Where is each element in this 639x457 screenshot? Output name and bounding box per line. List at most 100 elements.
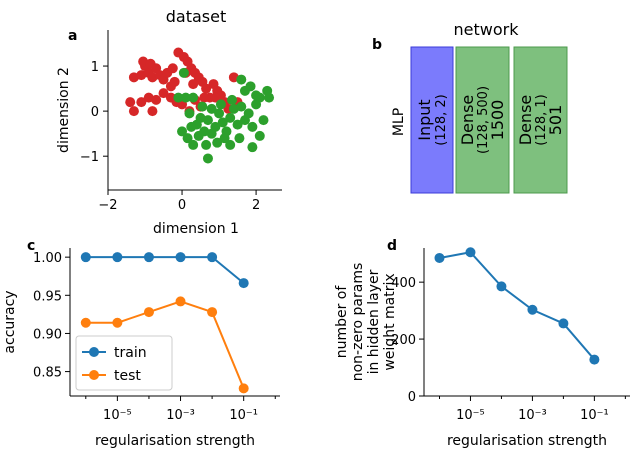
layer-dense-1-name: Dense — [458, 95, 477, 145]
series-point-test — [143, 307, 154, 318]
legend-test-marker — [89, 370, 99, 380]
scatter-point — [247, 121, 258, 132]
scatter-point — [173, 92, 184, 103]
scatter-point — [225, 112, 236, 123]
scatter-point — [177, 126, 188, 137]
y-tick-label: −1 — [80, 150, 99, 165]
panel-d-x-ticks: 10⁻⁵ 10⁻³ 10⁻¹ — [438, 396, 626, 423]
scatter-point — [232, 119, 243, 130]
panel-d-ylabel-line-1: number of — [334, 285, 350, 359]
scatter-point — [247, 142, 258, 153]
scatter-point — [245, 81, 256, 92]
scatter-point — [167, 63, 178, 74]
y-tick-label: 1.00 — [33, 251, 62, 266]
layer-input-name: Input — [415, 99, 434, 140]
layer-dense-1: Dense (128, 500) 1500 — [455, 46, 510, 194]
series-line-train — [85, 256, 245, 284]
scatter-point — [206, 103, 217, 114]
series-point-train — [143, 252, 154, 263]
layer-dense-2-params: 501 — [546, 105, 565, 136]
scatter-point — [262, 85, 273, 96]
series-point-non-zero-params — [434, 252, 445, 263]
y-tick-label: 0.85 — [33, 366, 62, 381]
legend-box — [75, 335, 173, 391]
series-line-non-zero-params — [439, 251, 596, 361]
panel-c-ylabel: accuracy — [2, 290, 18, 353]
series-point-non-zero-params — [465, 247, 476, 258]
scatter-point — [145, 58, 156, 69]
panel-c-y-ticks: 0.85 0.90 0.95 1.00 — [33, 251, 70, 381]
layer-dense-2: Dense (128, 1) 501 — [513, 46, 568, 194]
scatter-point — [258, 115, 269, 126]
y-tick-label: 1 — [91, 60, 99, 75]
x-tick-label: 0 — [178, 198, 186, 213]
x-tick-label: 10⁻¹ — [580, 408, 609, 423]
y-tick-label: 0.90 — [33, 327, 62, 342]
series-point-train — [112, 252, 123, 263]
scatter-point — [147, 106, 158, 117]
series-point-train — [238, 278, 249, 289]
y-tick-label: 0 — [91, 105, 99, 120]
scatter-point — [178, 67, 189, 78]
x-tick-label: 10⁻³ — [166, 408, 195, 423]
panel-c: c 10⁻⁵ 10⁻³ 10⁻¹ 0.85 0.90 0.95 1.00 regulari… — [2, 238, 280, 449]
series-point-test — [80, 317, 91, 328]
panel-a-xlabel: dimension 1 — [153, 221, 239, 237]
scatter-point — [225, 139, 236, 150]
series-point-test — [112, 317, 123, 328]
scatter-point — [215, 99, 226, 110]
y-tick-label: 200 — [391, 333, 416, 348]
scatter-point — [219, 133, 230, 144]
scatter-point — [251, 90, 262, 101]
legend-train-marker — [89, 347, 99, 357]
scatter-point — [236, 74, 247, 85]
scatter-point — [158, 88, 169, 99]
panel-c-xlabel: regularisation strength — [95, 433, 255, 449]
layer-dense-1-params: 1500 — [488, 100, 507, 141]
layer-dense-2-name: Dense — [516, 95, 535, 145]
panel-a-ylabel: dimension 2 — [56, 67, 72, 153]
scatter-point — [217, 117, 228, 128]
panel-d-ylabel: number of non-zero params in hidden laye… — [334, 263, 398, 382]
panel-letter-a: a — [68, 28, 77, 44]
series-point-non-zero-params — [496, 281, 507, 292]
scatter-point — [151, 94, 162, 105]
panel-d-y-ticks: 0 200 400 — [391, 276, 424, 405]
x-tick-label: −2 — [98, 198, 117, 213]
x-tick-label: 10⁻⁵ — [456, 408, 485, 423]
panel-letter-b: b — [372, 37, 382, 53]
scatter-point — [254, 130, 265, 141]
scatter-point — [202, 153, 213, 164]
panel-letter-c: c — [27, 238, 35, 254]
network-side-label: MLP — [391, 108, 407, 136]
scatter-point — [234, 133, 245, 144]
panel-c-x-ticks: 10⁻⁵ 10⁻³ 10⁻¹ — [85, 396, 276, 423]
panel-a-title: dataset — [166, 7, 227, 26]
layer-dense-2-box — [513, 46, 568, 194]
series-point-test — [175, 296, 186, 307]
scatter-point — [125, 97, 136, 108]
series-point-train — [207, 252, 218, 263]
series-line-test — [85, 300, 245, 389]
panel-a-y-ticks: −1 0 1 — [80, 60, 108, 165]
scatter-point — [236, 101, 247, 112]
panel-c-lines — [80, 252, 249, 394]
y-tick-label: 0.95 — [33, 289, 62, 304]
legend-train-label: train — [114, 345, 147, 361]
layer-dense-2-shape: (128, 1) — [534, 94, 549, 146]
scatter-point — [201, 83, 212, 94]
scatter-point — [186, 121, 197, 132]
scatter-point — [180, 92, 191, 103]
panel-b: b network MLP Input (128, 2) Dense (128,… — [372, 20, 568, 194]
scatter-point — [201, 139, 212, 150]
legend-test-label: test — [114, 368, 141, 384]
panel-c-legend: train test — [75, 335, 173, 391]
network-title: network — [454, 20, 520, 39]
scatter-point — [193, 130, 204, 141]
panel-a-x-ticks: −2 0 2 — [98, 190, 260, 213]
series-point-non-zero-params — [527, 304, 538, 315]
scatter-point — [128, 106, 139, 117]
scatter-point — [188, 79, 199, 90]
layer-input-box — [410, 46, 454, 194]
